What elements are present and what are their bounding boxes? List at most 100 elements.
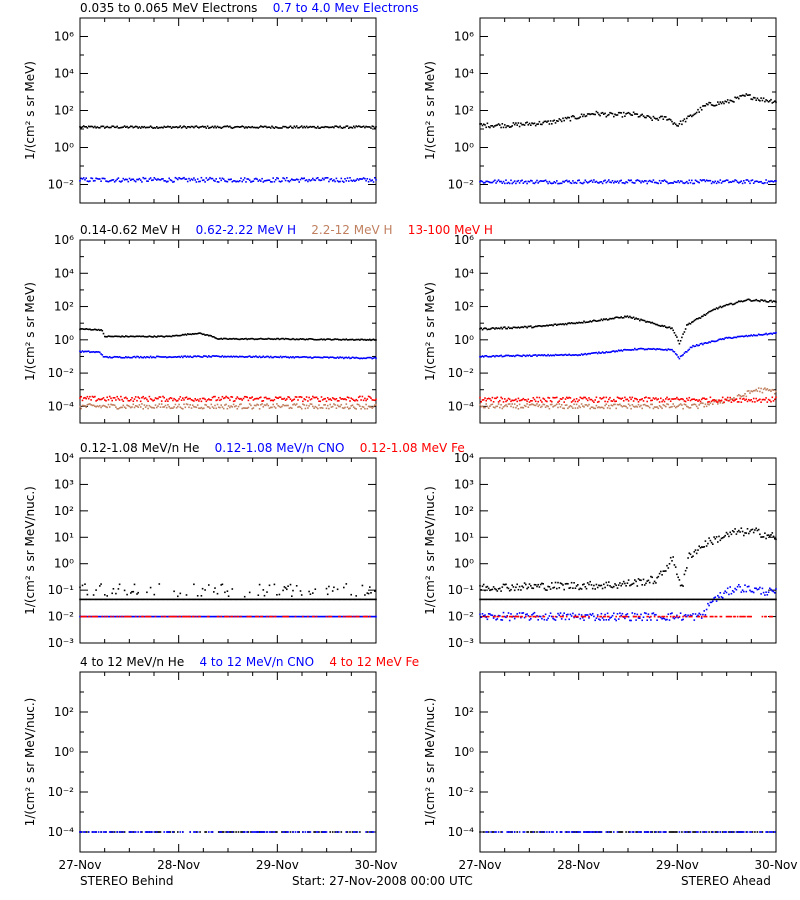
- data-point: [533, 583, 536, 586]
- data-point: [221, 583, 224, 586]
- data-point: [128, 598, 131, 601]
- data-point: [709, 601, 712, 604]
- data-point: [689, 614, 692, 616]
- data-point: [770, 332, 772, 335]
- data-point: [775, 180, 777, 182]
- data-point: [268, 407, 271, 409]
- data-point: [533, 404, 536, 407]
- data-point: [134, 405, 137, 407]
- data-point: [544, 179, 547, 182]
- data-point: [130, 615, 132, 618]
- data-point: [224, 337, 226, 340]
- data-point: [255, 338, 257, 340]
- data-point: [194, 406, 196, 408]
- data-point: [520, 598, 522, 601]
- data-point: [505, 354, 507, 357]
- data-point: [269, 181, 272, 183]
- data-point: [291, 598, 293, 601]
- data-point: [104, 594, 106, 596]
- data-point: [231, 356, 234, 358]
- data-point: [699, 317, 702, 319]
- y-tick-label: 10⁻¹: [448, 583, 475, 597]
- data-point: [546, 619, 548, 621]
- data-point: [198, 598, 200, 601]
- data-point: [714, 400, 717, 402]
- data-point: [220, 598, 222, 601]
- data-point: [653, 181, 656, 184]
- data-point: [194, 125, 196, 128]
- data-point: [279, 181, 282, 183]
- data-point: [601, 397, 604, 400]
- data-point: [232, 831, 235, 833]
- data-point: [611, 400, 614, 402]
- data-point: [631, 396, 634, 399]
- data-point: [496, 124, 499, 126]
- data-point: [705, 608, 708, 611]
- data-point: [354, 339, 356, 341]
- data-point: [325, 338, 328, 341]
- data-point: [736, 598, 739, 601]
- data-point: [494, 614, 496, 617]
- data-point: [769, 399, 771, 402]
- data-point: [198, 127, 200, 129]
- data-point: [729, 531, 731, 534]
- data-point: [328, 398, 330, 401]
- data-point: [293, 357, 296, 359]
- data-point: [282, 615, 284, 618]
- data-point: [728, 181, 730, 184]
- data-point: [122, 400, 125, 402]
- data-point: [741, 598, 744, 601]
- data-point: [605, 403, 608, 405]
- data-point: [307, 615, 309, 618]
- data-point: [210, 615, 213, 618]
- data-point: [111, 335, 113, 338]
- data-point: [485, 598, 487, 601]
- data-point: [313, 615, 315, 618]
- data-point: [182, 126, 184, 128]
- data-point: [133, 583, 136, 586]
- data-point: [724, 598, 726, 601]
- data-point: [687, 557, 689, 559]
- data-point: [684, 400, 687, 403]
- data-point: [168, 126, 170, 128]
- data-point: [136, 355, 138, 358]
- data-point: [163, 396, 165, 399]
- data-point: [173, 590, 175, 593]
- data-point: [754, 299, 756, 302]
- data-point: [754, 334, 756, 337]
- data-point: [245, 615, 247, 618]
- data-point: [100, 398, 102, 401]
- data-point: [289, 598, 292, 601]
- data-point: [126, 335, 128, 338]
- data-point: [629, 315, 631, 318]
- data-point: [242, 407, 245, 409]
- data-point: [239, 338, 241, 341]
- data-point: [729, 302, 731, 305]
- data-point: [481, 613, 484, 615]
- data-point: [172, 356, 174, 358]
- data-point: [294, 396, 297, 398]
- data-point: [729, 615, 731, 618]
- data-point: [344, 406, 346, 409]
- data-point: [120, 336, 122, 338]
- data-point: [767, 598, 770, 601]
- data-point: [517, 122, 520, 124]
- data-point: [749, 335, 751, 337]
- data-point: [364, 598, 366, 601]
- data-point: [771, 590, 774, 592]
- data-point: [258, 598, 261, 601]
- y-axis-label-1-0: 1/(cm² s sr MeV): [23, 282, 37, 381]
- data-point: [356, 178, 359, 180]
- data-point: [289, 583, 292, 586]
- data-point: [263, 180, 266, 182]
- data-point: [318, 338, 320, 341]
- data-point: [720, 596, 723, 598]
- data-point: [96, 126, 99, 128]
- data-point: [486, 398, 489, 400]
- data-point: [528, 583, 531, 585]
- data-point: [292, 356, 294, 358]
- data-point: [570, 401, 573, 403]
- data-point: [684, 404, 687, 406]
- data-point: [169, 356, 172, 358]
- data-point: [760, 334, 762, 336]
